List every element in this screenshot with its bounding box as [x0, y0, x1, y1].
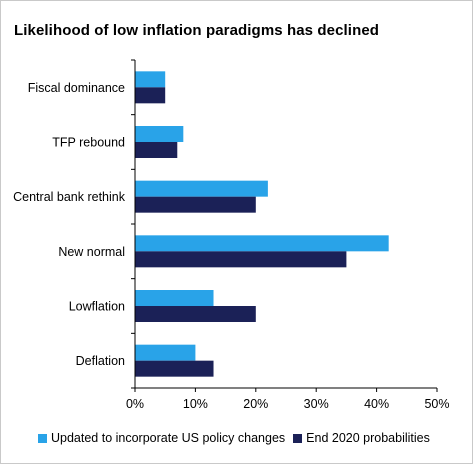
x-tick-label: 0%: [126, 397, 144, 411]
labels-group: Fiscal dominance TFP rebound Central bank …: [13, 81, 449, 411]
legend-label-end-2020: End 2020 probabilities: [306, 431, 430, 445]
category-label-lowflation: Lowflation: [69, 300, 125, 314]
bar-new-normal-series-0: [135, 235, 389, 252]
bar-lowflation-series-0: [135, 290, 214, 306]
bar-tfp-rebound-series-0: [135, 126, 184, 142]
axes-group: [131, 59, 438, 392]
x-tick-label: 40%: [364, 397, 389, 411]
x-tick-label: 20%: [243, 397, 268, 411]
legend-swatch-end-2020: [293, 433, 303, 443]
x-tick-label: 30%: [304, 397, 329, 411]
bars-group: [135, 71, 389, 377]
x-tick-label: 10%: [183, 397, 208, 411]
bar-central-bank-rethink-series-1: [135, 196, 256, 213]
category-label-central-bank-rethink: Central bank rethink: [13, 190, 126, 204]
chart-title: Likelihood of low inflation paradigms ha…: [14, 22, 380, 39]
bar-deflation-series-1: [135, 360, 214, 377]
bar-fiscal-dominance-series-0: [135, 71, 166, 88]
category-label-new-normal: New normal: [58, 245, 125, 259]
legend-item-end-2020: End 2020 probabilities: [293, 431, 430, 445]
legend-item-updated: Updated to incorporate US policy changes: [38, 431, 285, 445]
bar-central-bank-rethink-series-0: [135, 180, 268, 197]
bar-deflation-series-0: [135, 344, 196, 361]
bar-new-normal-series-1: [135, 251, 347, 268]
x-tick-label: 50%: [424, 397, 449, 411]
legend: Updated to incorporate US policy changes…: [38, 431, 438, 445]
category-label-fiscal-dominance: Fiscal dominance: [28, 81, 125, 95]
category-label-deflation: Deflation: [76, 354, 125, 368]
bar-fiscal-dominance-series-1: [135, 87, 166, 104]
bar-lowflation-series-1: [135, 306, 256, 322]
legend-swatch-updated: [38, 433, 47, 443]
category-label-tfp-rebound: TFP rebound: [52, 136, 125, 150]
bar-tfp-rebound-series-1: [135, 142, 178, 158]
legend-label-updated: Updated to incorporate US policy changes: [51, 431, 286, 445]
